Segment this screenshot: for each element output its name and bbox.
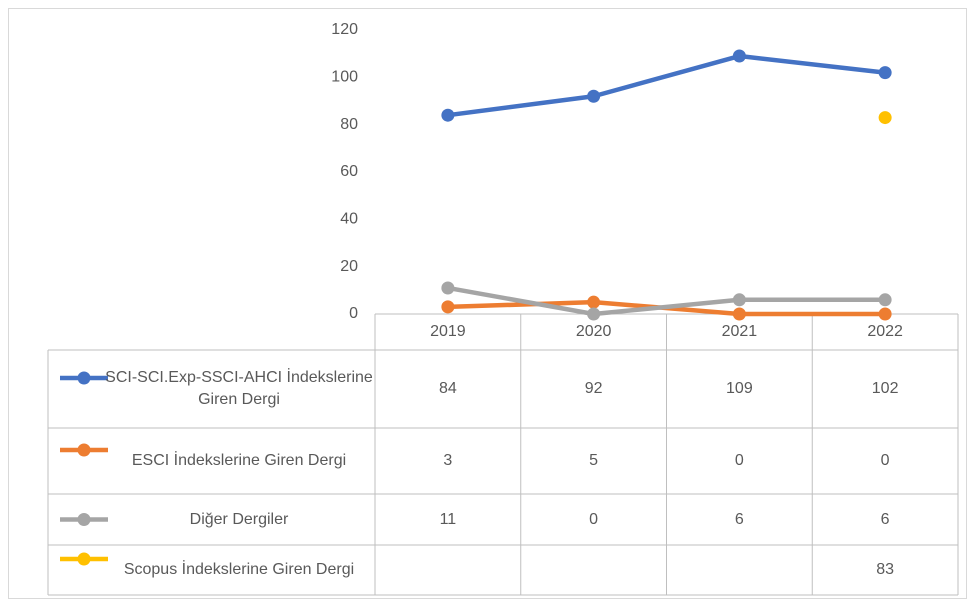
legend-label: Diğer Dergiler — [189, 510, 289, 528]
table-value: 83 — [876, 561, 895, 578]
table-value: 84 — [438, 380, 457, 397]
legend-key-marker — [77, 552, 91, 566]
legend-label: SCI-SCI.Exp-SSCI-AHCI İndekslerine Giren… — [105, 369, 373, 408]
x-tick-label: 2019 — [430, 323, 466, 340]
table-value: 0 — [880, 452, 890, 469]
legend-key-marker — [77, 371, 91, 385]
table-value: 0 — [589, 510, 599, 528]
chart-border — [8, 8, 967, 599]
data-point — [878, 66, 892, 80]
series-line — [447, 285, 886, 317]
data-point — [878, 111, 892, 125]
y-tick-label: 100 — [331, 69, 358, 86]
data-point — [587, 89, 601, 103]
series-line — [447, 53, 886, 118]
y-tick-label: 40 — [340, 211, 358, 228]
table-value: 6 — [880, 510, 890, 528]
y-tick-label: 120 — [331, 21, 358, 38]
x-tick-label: 2021 — [721, 323, 758, 340]
data-point — [441, 300, 455, 314]
y-tick-label: 0 — [349, 305, 358, 322]
legend-label: ESCI İndekslerine Giren Dergi — [131, 452, 347, 469]
y-tick-label: 60 — [340, 163, 358, 180]
data-point — [878, 307, 892, 321]
data-point — [441, 281, 455, 295]
y-tick-label: 20 — [340, 258, 358, 275]
x-tick-label: 2020 — [575, 323, 612, 340]
table-value: 6 — [734, 510, 744, 528]
table-value: 102 — [871, 380, 899, 397]
data-point — [587, 307, 601, 321]
data-point — [587, 295, 601, 309]
data-point — [732, 307, 746, 321]
table-value: 0 — [734, 452, 744, 469]
data-point — [732, 293, 746, 307]
x-tick-label: 2022 — [867, 323, 903, 340]
table-value: 92 — [584, 380, 603, 397]
table-value: 3 — [443, 452, 453, 469]
data-point — [732, 49, 746, 63]
data-point — [441, 108, 455, 122]
legend-key-marker — [77, 513, 91, 526]
y-tick-label: 80 — [340, 116, 358, 133]
table-value: 5 — [589, 452, 599, 469]
table-value: 109 — [726, 380, 753, 397]
data-point — [878, 293, 892, 307]
table-value: 11 — [439, 510, 457, 528]
legend-label: Scopus İndekslerine Giren Dergi — [123, 561, 355, 578]
legend-key-marker — [77, 443, 91, 457]
